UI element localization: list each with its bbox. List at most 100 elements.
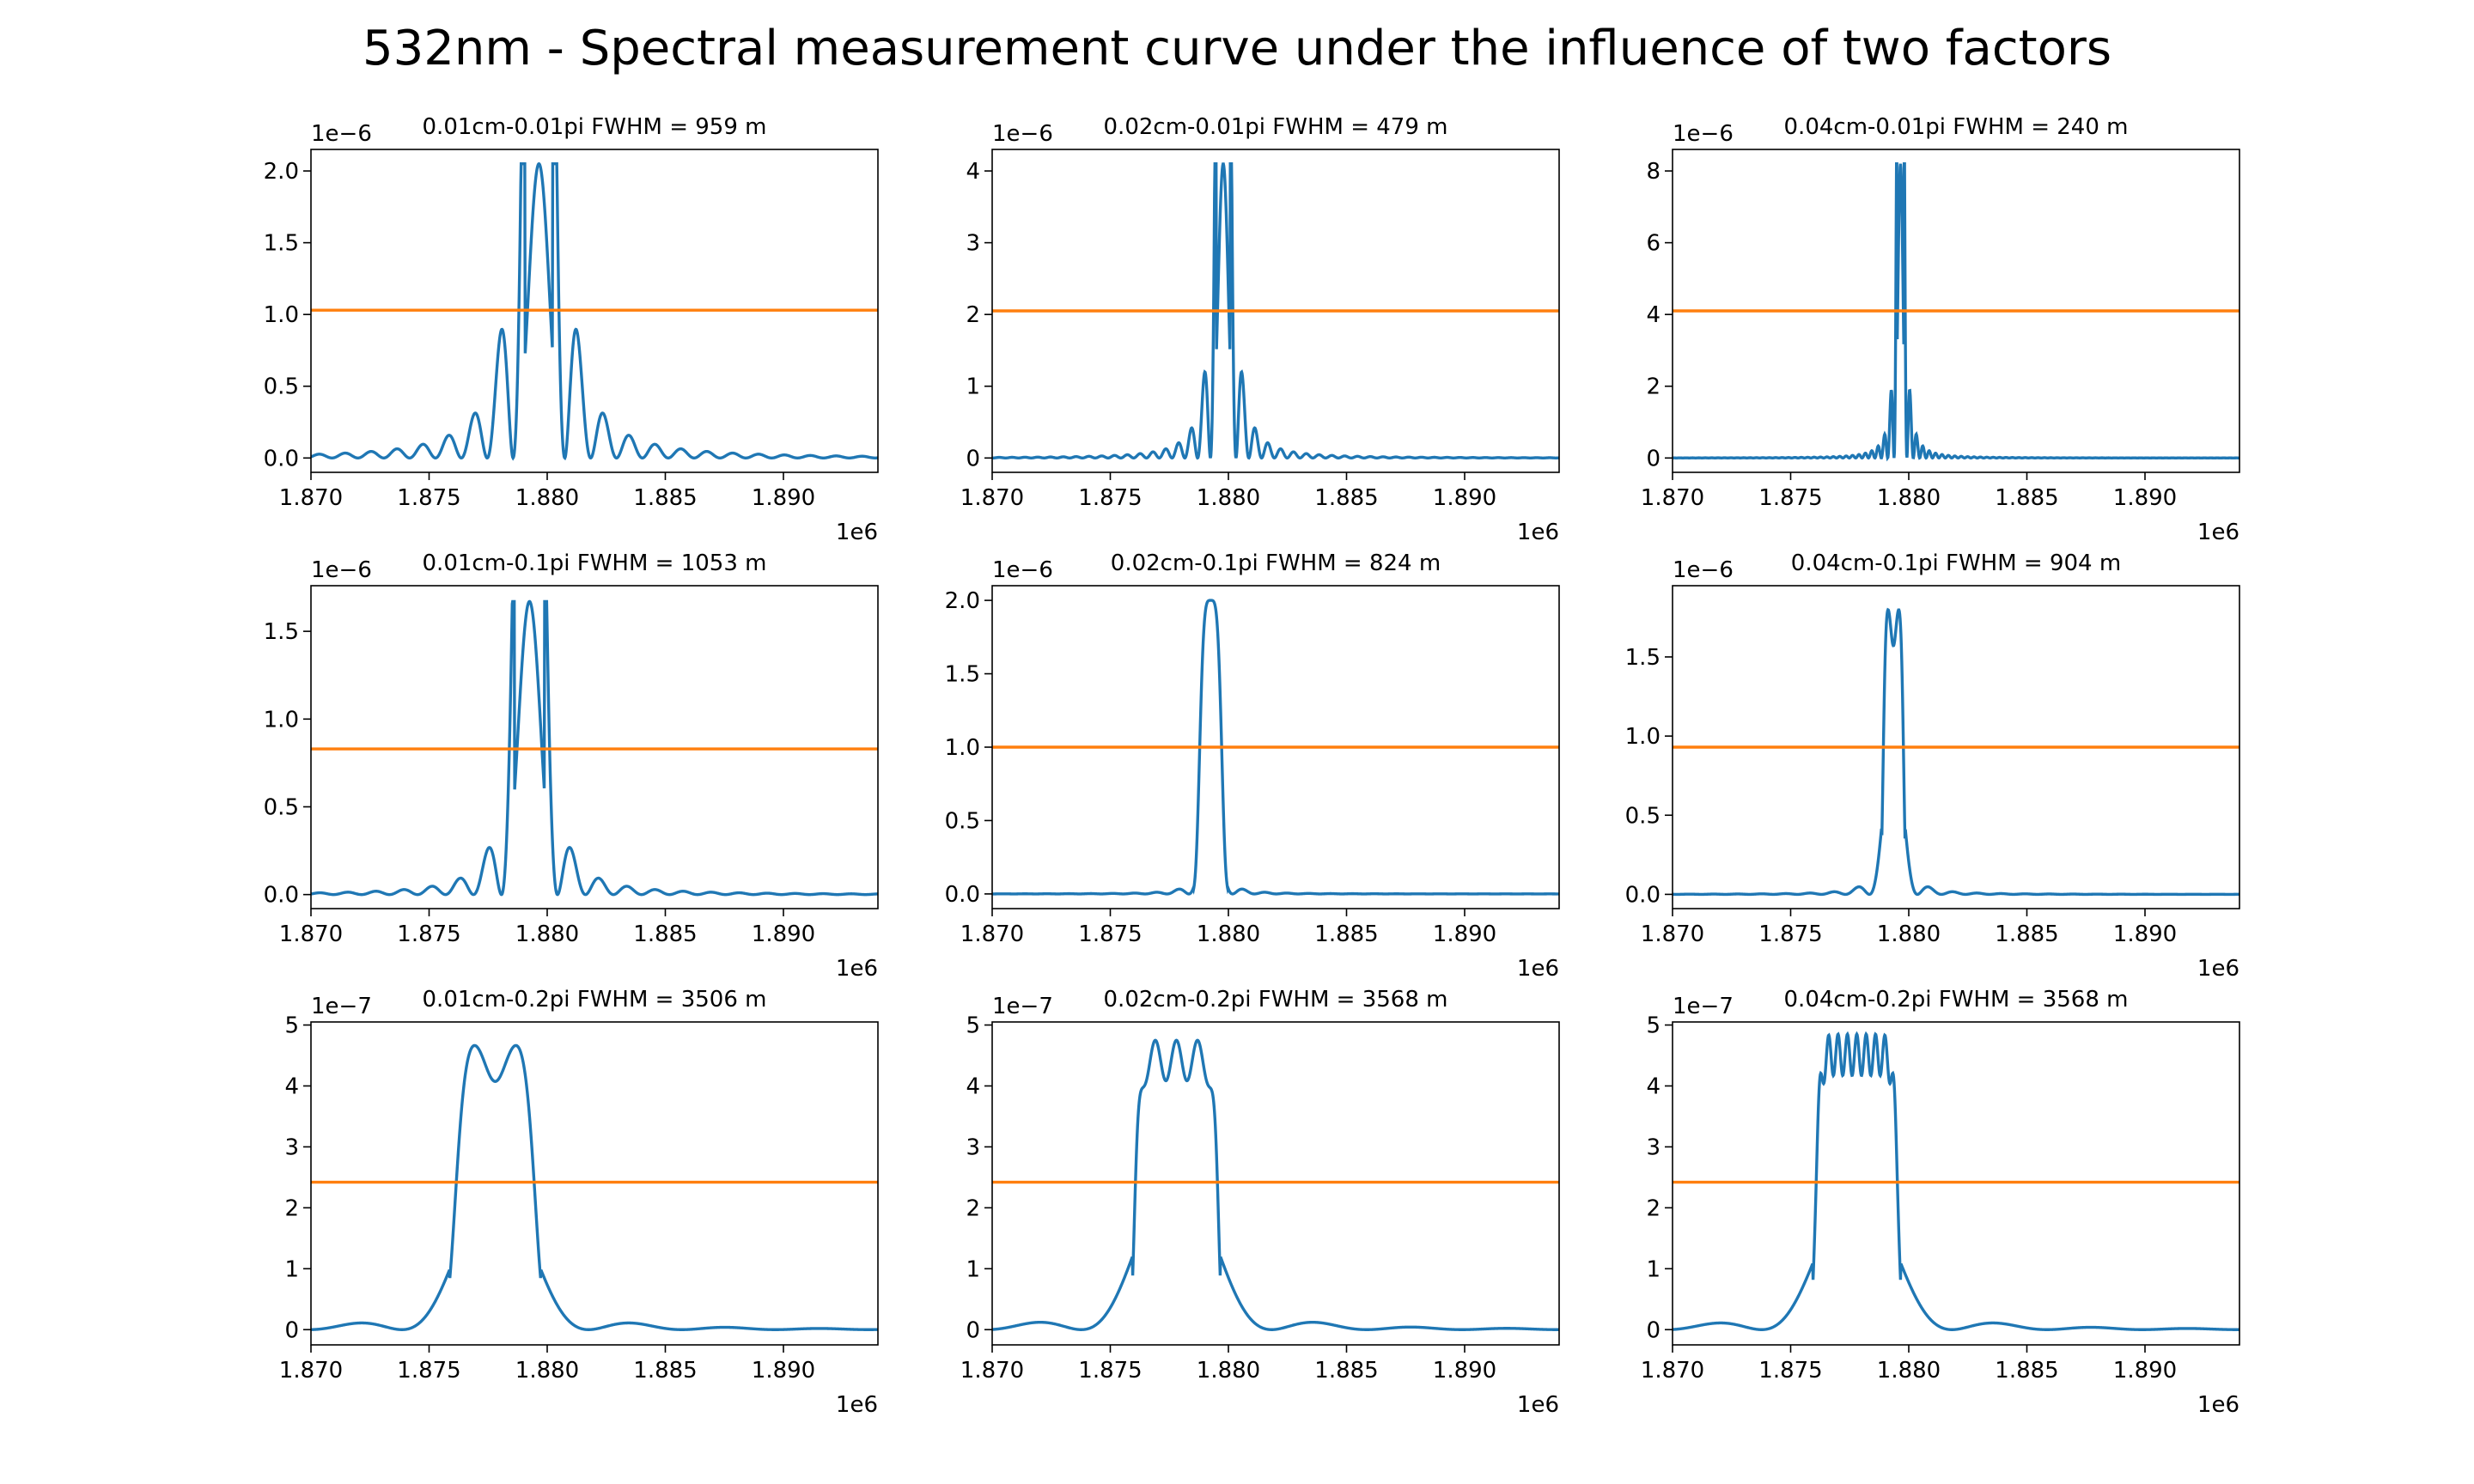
x-tick-label: 1.875 [397,921,460,947]
x-tick-label: 1.885 [1995,485,2058,511]
subplot-title: 0.02cm-0.1pi FWHM = 824 m [1111,550,1441,576]
y-tick-label: 2 [966,1195,980,1221]
x-tick-label: 1.890 [1433,1358,1496,1384]
y-tick-label: 2.0 [264,159,299,185]
spectrum-line [991,1038,1559,1331]
y-tick-label: 1.0 [945,735,980,761]
x-tick-label: 1.885 [1314,485,1378,511]
x-tick-label: 1.870 [1641,921,1704,947]
x-offset-label: 1e6 [1517,1392,1559,1418]
spectrum-line [1672,607,2239,897]
x-tick-label: 1.875 [1758,1358,1822,1384]
y-tick-label: 1.5 [264,231,299,257]
y-offset-label: 1e−7 [1673,994,1734,1019]
y-tick-label: 3 [966,1134,980,1160]
plot-frame [1672,149,2240,473]
subplot-3: 1.870 1.875 1.880 1.885 1.890 0 2 4 6 8 1e−6 1e6 0.0… [1641,114,2240,545]
x-offset-label: 1e6 [836,956,878,982]
subplot-title: 0.02cm-0.2pi FWHM = 3568 m [1104,987,1448,1013]
x-tick-label: 1.880 [515,485,579,511]
x-tick-label: 1.885 [1995,1358,2058,1384]
y-tick-label: 1.0 [264,302,299,328]
y-tick-label: 2 [284,1195,299,1221]
x-tick-label: 1.875 [1078,921,1142,947]
y-offset-label: 1e−6 [1673,121,1734,147]
y-offset-label: 1e−6 [992,121,1053,147]
x-tick-label: 1.885 [633,485,697,511]
x-tick-label: 1.870 [1641,485,1704,511]
y-tick-label: 0 [966,446,980,471]
y-tick-label: 3 [284,1134,299,1160]
x-tick-label: 1.870 [279,1358,343,1384]
y-offset-label: 1e−7 [311,994,372,1019]
y-tick-label: 0.5 [264,794,299,820]
y-tick-label: 1 [966,1256,980,1282]
x-tick-label: 1.890 [1433,485,1496,511]
y-tick-label: 8 [1646,159,1661,185]
x-tick-label: 1.880 [1197,485,1260,511]
y-offset-label: 1e−7 [992,994,1053,1019]
subplot-4: 1.870 1.875 1.880 1.885 1.890 0.0 0.5 1.0 1.5 1e−… [264,550,879,982]
spectrum-line [310,1043,879,1331]
x-tick-label: 1.870 [960,485,1024,511]
x-offset-label: 1e6 [836,520,878,545]
x-tick-label: 1.885 [633,921,697,947]
y-tick-label: 3 [1646,1134,1661,1160]
subplot-title: 0.02cm-0.01pi FWHM = 479 m [1104,114,1448,140]
y-tick-label: 0 [1646,1317,1661,1343]
y-tick-label: 0 [284,1317,299,1343]
x-tick-label: 1.875 [397,1358,460,1384]
x-offset-label: 1e6 [1517,520,1559,545]
spectrum-line [310,161,879,461]
subplot-8: 1.870 1.875 1.880 1.885 1.890 0 1 2 3 4 5 1e−7 1e6 0.… [960,987,1560,1418]
x-offset-label: 1e6 [2197,520,2239,545]
subplot-1: 1.870 1.875 1.880 1.885 1.890 0.0 0.5 1.0 1.5 2.0… [264,114,879,545]
spectrum-line [1672,1031,2239,1331]
y-tick-label: 1.5 [264,619,299,645]
x-tick-label: 1.890 [2113,1358,2177,1384]
x-tick-label: 1.890 [752,1358,815,1384]
y-offset-label: 1e−6 [1673,557,1734,583]
y-tick-label: 4 [284,1073,299,1099]
x-tick-label: 1.885 [633,1358,697,1384]
x-tick-label: 1.880 [1877,1358,1941,1384]
x-tick-label: 1.875 [1758,921,1822,947]
spectrum-line [310,599,879,897]
x-tick-label: 1.890 [2113,485,2177,511]
spectrum-line [992,599,1559,896]
x-tick-label: 1.880 [515,1358,579,1384]
subplot-title: 0.04cm-0.01pi FWHM = 240 m [1784,114,2129,140]
x-tick-label: 1.890 [752,921,815,947]
y-tick-label: 6 [1646,231,1661,257]
x-offset-label: 1e6 [2197,1392,2239,1418]
subplot-title: 0.01cm-0.01pi FWHM = 959 m [423,114,767,140]
y-tick-label: 2 [1646,374,1661,400]
y-tick-label: 4 [1646,1073,1661,1099]
y-tick-label: 1.0 [264,707,299,733]
spectrum-line [991,162,1560,460]
x-tick-label: 1.875 [1078,1358,1142,1384]
x-offset-label: 1e6 [2197,956,2239,982]
subplot-7: 1.870 1.875 1.880 1.885 1.890 0 1 2 3 4 5 1e−7 1e6 0.… [279,987,879,1418]
y-tick-label: 0.5 [945,808,980,834]
x-tick-label: 1.870 [279,921,343,947]
y-offset-label: 1e−6 [311,557,372,583]
y-offset-label: 1e−6 [992,557,1053,583]
x-tick-label: 1.885 [1995,921,2058,947]
y-tick-label: 3 [966,231,980,257]
x-tick-label: 1.880 [1197,1358,1260,1384]
x-tick-label: 1.870 [960,1358,1024,1384]
y-tick-label: 5 [1646,1013,1661,1039]
subplot-title: 0.01cm-0.2pi FWHM = 3506 m [423,987,767,1013]
subplot-5: 1.870 1.875 1.880 1.885 1.890 0.0 0.5 1.0 1.5 2.0… [945,550,1560,982]
x-tick-label: 1.890 [1433,921,1496,947]
plot-frame [991,149,1560,473]
x-tick-label: 1.890 [752,485,815,511]
subplot-9: 1.870 1.875 1.880 1.885 1.890 0 1 2 3 4 5 1e−7 1e6 0.… [1641,987,2240,1418]
y-tick-label: 5 [966,1013,980,1039]
y-tick-label: 0.0 [264,883,299,909]
plot-frame [991,1021,1560,1346]
x-tick-label: 1.875 [1758,485,1822,511]
